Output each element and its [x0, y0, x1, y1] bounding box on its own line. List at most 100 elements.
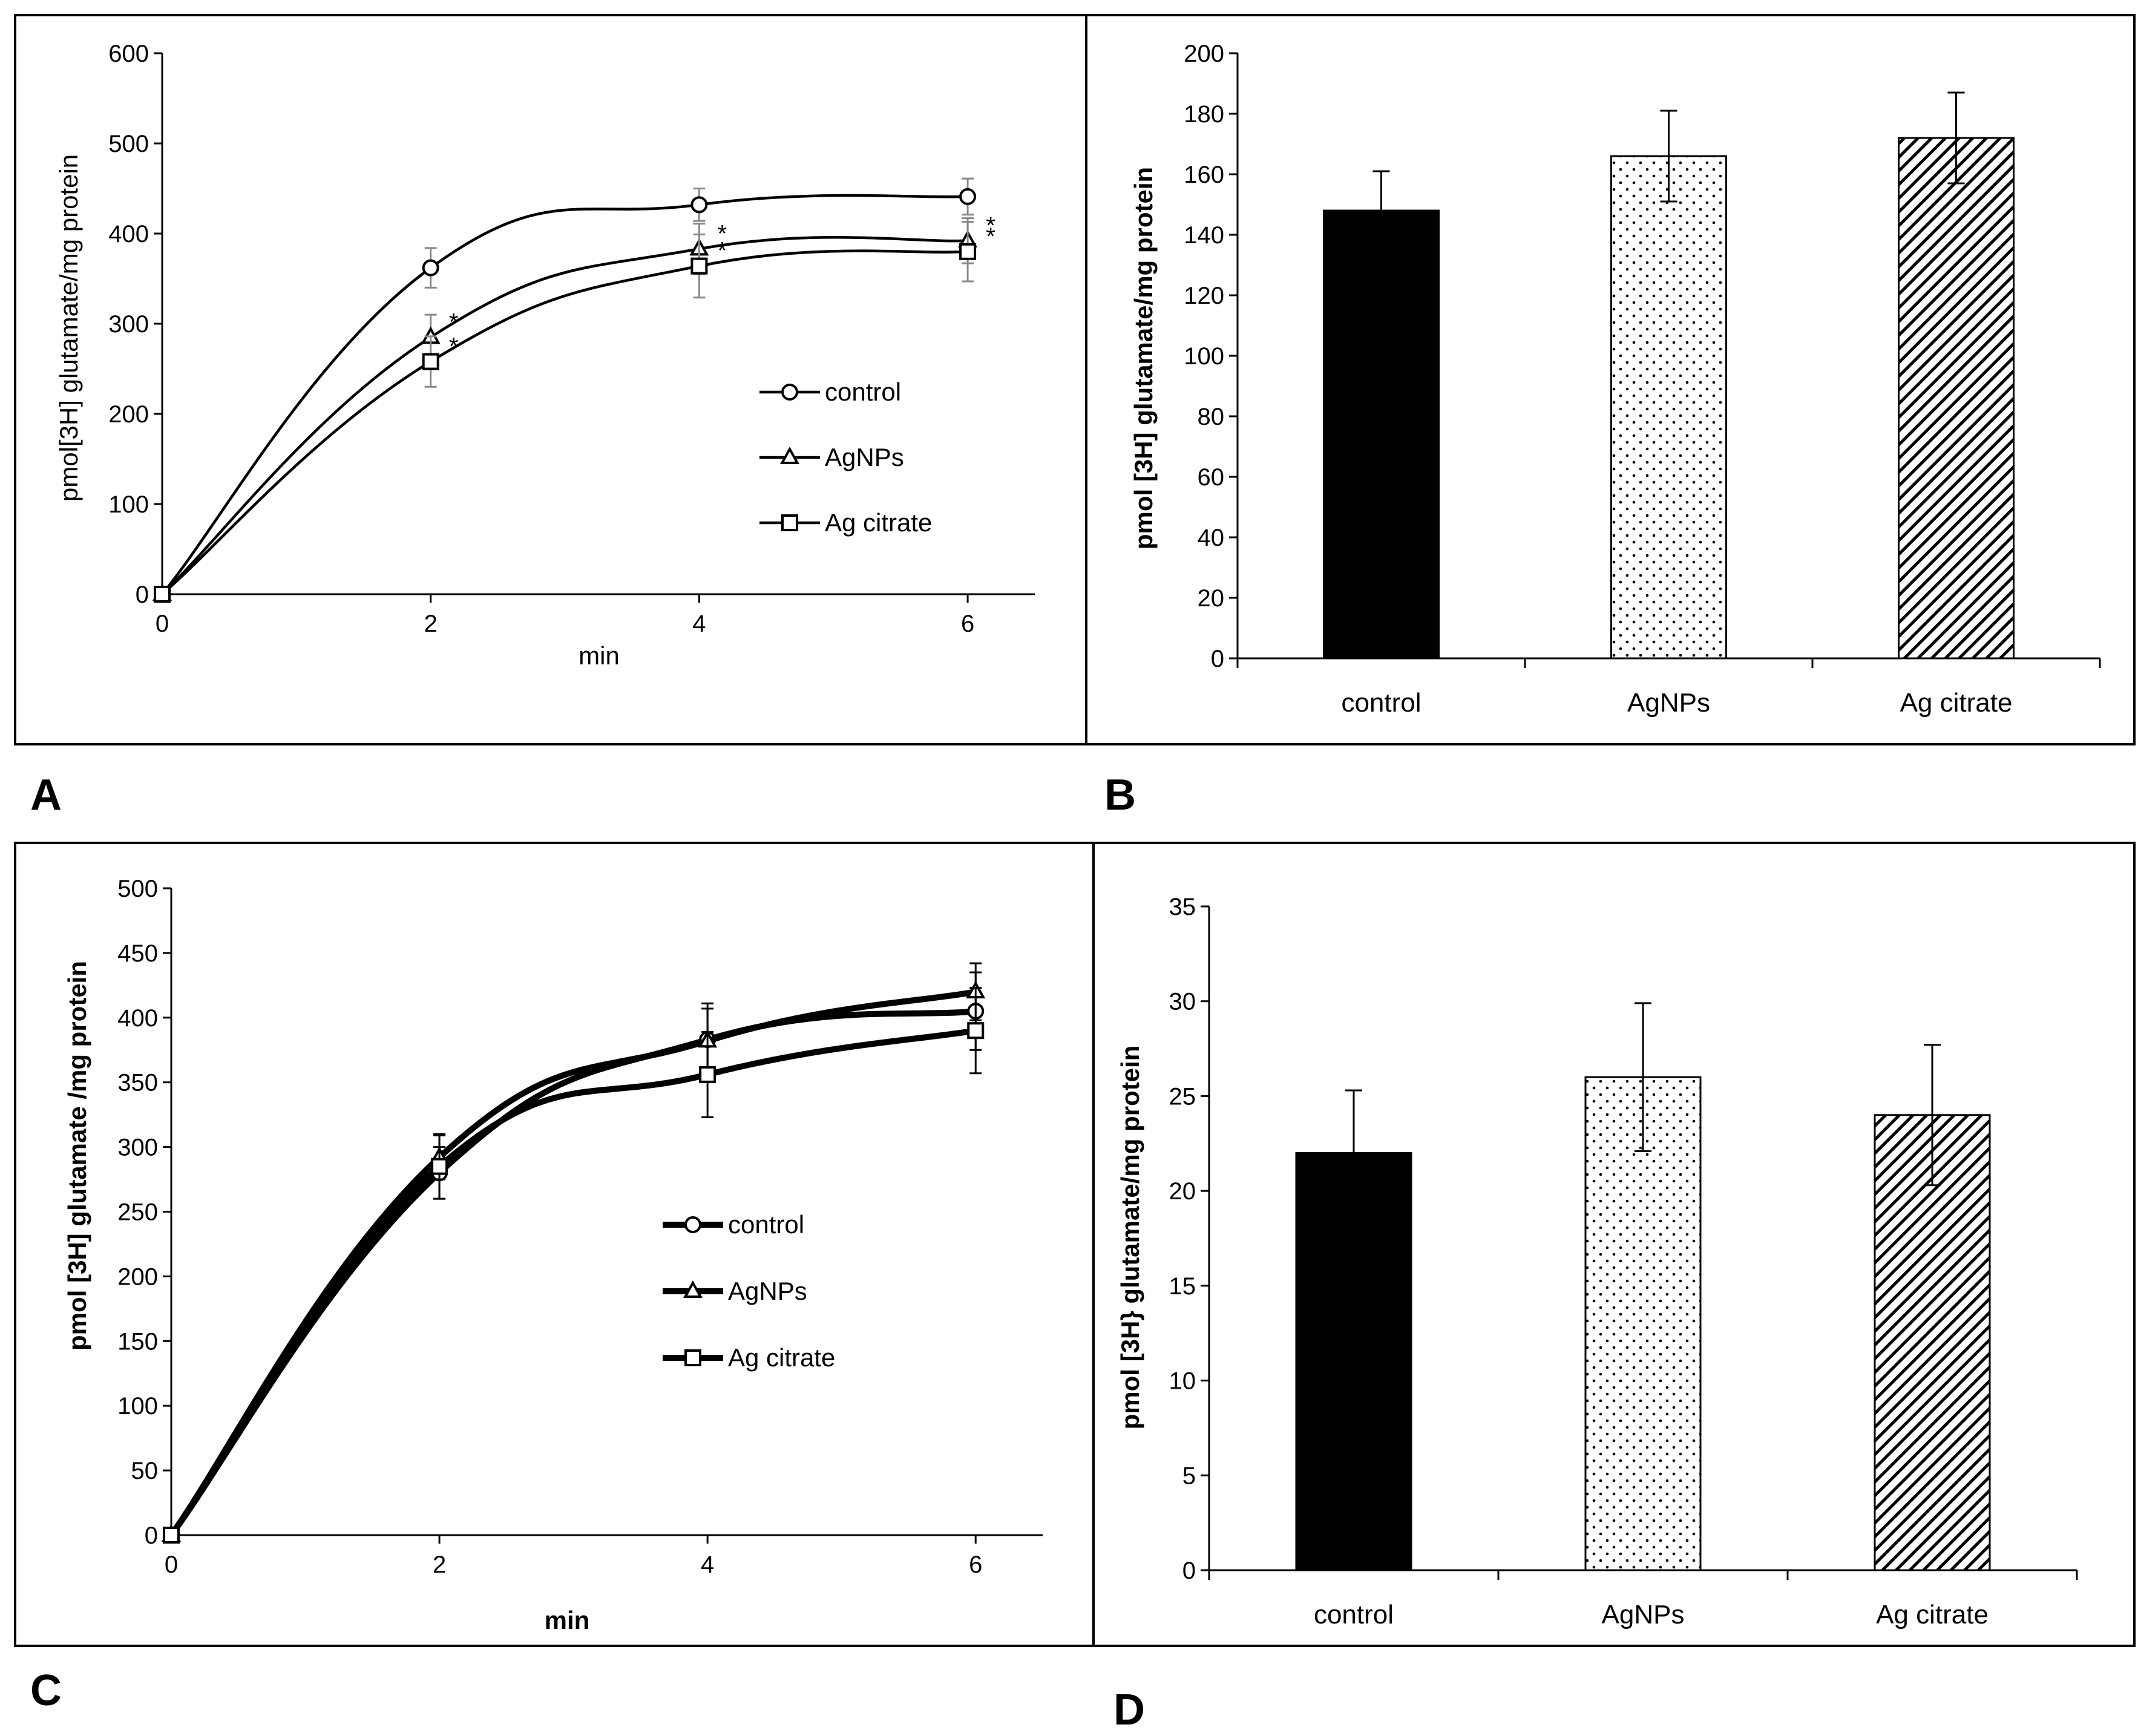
chart-b-y-axis-title: pmol [3H] glutamate/mg protein: [1129, 167, 1158, 549]
chart-a-point-circle: [690, 196, 708, 214]
chart-b-category-label: control: [1341, 688, 1421, 718]
chart-a-significance-star: *: [718, 220, 727, 247]
chart-c-uptake-time-course: pmol [3H] glutamate /mg protein min 0 50 1…: [63, 876, 1043, 1634]
chart-c-y-tick-label: 50: [131, 1458, 159, 1484]
chart-a-significance-star: *: [718, 238, 727, 264]
panel-label-d: D: [1113, 1686, 1145, 1734]
chart-c-y-tick-label: 400: [117, 1005, 158, 1032]
chart-c-legend-marker: [684, 1349, 701, 1366]
chart-c-x-tick-label: 0: [165, 1551, 178, 1578]
panel-b-frame: [1085, 14, 2136, 745]
chart-a-y-tick-label: 200: [108, 401, 149, 428]
chart-c-x-axis-title: min: [545, 1606, 590, 1634]
chart-c-y-tick-label: 200: [117, 1263, 158, 1290]
chart-a-x-axis-title: min: [579, 641, 620, 670]
chart-b-bar-agnps: [1610, 155, 1727, 660]
chart-a-legend-marker: [781, 514, 798, 531]
chart-a-y-tick-label: 400: [108, 221, 149, 247]
chart-a-y-tick-label: 600: [108, 41, 149, 67]
chart-a-series-line-ag-citrate: [161, 249, 968, 595]
chart-a-series-line-control: [161, 194, 968, 595]
chart-a-legend-label: Ag citrate: [825, 508, 932, 537]
chart-c-y-tick-label: 250: [117, 1199, 158, 1226]
chart-b-y-tick-label: 60: [1198, 464, 1225, 491]
chart-a-significance-star: *: [449, 309, 459, 335]
chart-a-x-tick-label: 4: [692, 611, 706, 637]
chart-d-y-tick-label: 35: [1169, 894, 1196, 920]
chart-c-y-tick-label: 150: [117, 1328, 158, 1355]
chart-c-legend-marker: [684, 1216, 701, 1233]
chart-c-y-axis-title: pmol [3H] glutamate /mg protein: [63, 961, 91, 1351]
chart-d-bar-agnps: [1584, 1076, 1702, 1571]
chart-c-series-line-control: [168, 1008, 976, 1537]
chart-c-y-tick-label: 0: [145, 1522, 158, 1549]
chart-a-point-square: [422, 353, 439, 370]
chart-c-series-line-agnps: [168, 989, 977, 1537]
chart-a-x-tick-label: 6: [961, 611, 974, 637]
panel-label-b: B: [1104, 771, 1136, 819]
chart-a-y-tick-label: 0: [136, 581, 149, 608]
chart-a-point-circle: [959, 188, 977, 205]
chart-a-significance-star: *: [986, 223, 995, 250]
chart-a-legend-marker: [780, 447, 799, 464]
chart-c-y-tick-label: 100: [117, 1393, 158, 1420]
chart-a-y-tick-label: 500: [108, 131, 149, 157]
chart-b-bar-control: [1323, 209, 1440, 660]
chart-c-legend-marker: [683, 1280, 703, 1298]
chart-b-y-tick-label: 200: [1184, 41, 1224, 67]
chart-d-category-label: Ag citrate: [1876, 1600, 1989, 1630]
chart-d-y-tick-label: 15: [1169, 1273, 1196, 1300]
chart-b-y-tick-label: 20: [1198, 585, 1225, 612]
chart-b-uptake-bars: pmol [3H] glutamate/mg protein 0 20 40 60 80…: [1129, 41, 2101, 718]
panel-d-frame: [1092, 842, 2136, 1647]
chart-b-y-tick-label: 40: [1198, 525, 1225, 551]
chart-b-y-tick-label: 160: [1184, 162, 1224, 188]
chart-d-y-tick-label: 0: [1182, 1557, 1196, 1584]
chart-c-y-tick-label: 500: [117, 876, 158, 902]
panel-label-c: C: [30, 1666, 62, 1715]
chart-d-y-tick-label: 25: [1169, 1083, 1196, 1110]
chart-d-category-label: control: [1314, 1600, 1394, 1630]
chart-b-y-tick-label: 140: [1184, 222, 1224, 249]
chart-a-x-tick-label: 0: [156, 611, 169, 637]
chart-d-bar-ag-citrate: [1874, 1114, 1991, 1571]
chart-b-y-tick-label: 100: [1184, 343, 1224, 370]
chart-a-legend-marker: [781, 384, 798, 401]
chart-a-point-square: [154, 586, 171, 603]
chart-a-significance-star: *: [449, 333, 459, 360]
chart-d-y-tick-label: 30: [1169, 989, 1196, 1015]
chart-a-point-circle: [422, 259, 439, 277]
chart-c-point-square: [163, 1527, 180, 1544]
chart-a-y-tick-label: 100: [108, 491, 149, 518]
chart-c-x-tick-label: 2: [433, 1551, 446, 1578]
chart-a-x-tick-label: 2: [424, 611, 438, 637]
chart-b-y-tick-label: 120: [1184, 283, 1224, 309]
chart-b-category-label: AgNPs: [1627, 688, 1710, 718]
chart-b-y-tick-label: 80: [1198, 404, 1225, 430]
chart-a-point-square: [690, 257, 708, 275]
chart-c-series-line-ag-citrate: [168, 1027, 977, 1537]
chart-b-y-tick-label: 180: [1184, 101, 1224, 128]
chart-c-y-tick-label: 450: [117, 940, 158, 967]
chart-b-y-tick-label: 0: [1211, 646, 1224, 672]
chart-c-y-tick-label: 300: [117, 1135, 158, 1161]
chart-d-uptake-bars: pmol [3H} glutamate/mg protein 0 5 10 15 20 2…: [1116, 894, 2078, 1630]
chart-a-legend-label: AgNPs: [825, 443, 904, 471]
chart-c-point-square: [431, 1158, 448, 1175]
chart-d-y-tick-label: 20: [1169, 1178, 1196, 1205]
chart-c-point-square: [967, 1022, 985, 1040]
chart-c-point-square: [699, 1066, 716, 1083]
chart-d-bar-control: [1295, 1151, 1412, 1571]
chart-d-y-tick-label: 10: [1169, 1368, 1196, 1395]
chart-c-x-tick-label: 6: [969, 1551, 982, 1578]
chart-a-y-tick-label: 300: [108, 311, 149, 338]
chart-a-uptake-time-course: pmol[3H] glutamate/mg protein min 010020…: [54, 41, 1035, 670]
chart-d-category-label: AgNPs: [1602, 1600, 1685, 1630]
chart-d-y-tick-label: 5: [1182, 1462, 1196, 1489]
chart-c-legend-label: AgNPs: [728, 1277, 807, 1305]
panel-a-frame: [14, 14, 1087, 745]
chart-c-legend-label: control: [728, 1210, 804, 1239]
chart-c-x-tick-label: 4: [701, 1551, 714, 1578]
chart-a-legend-label: control: [825, 378, 901, 406]
